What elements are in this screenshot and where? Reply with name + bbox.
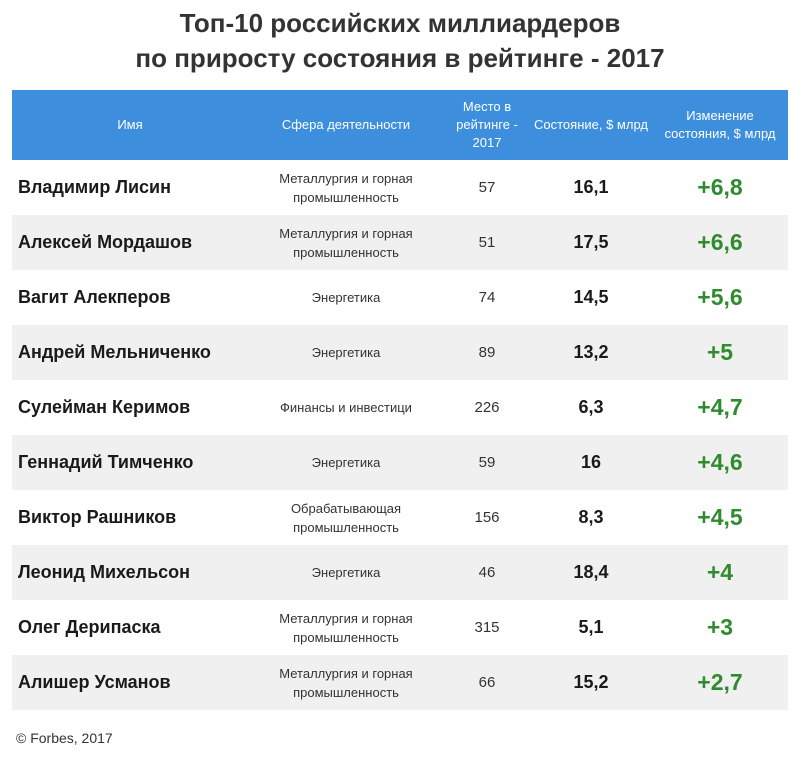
cell-change: +2,7 xyxy=(652,655,788,710)
cell-sector: Энергетика xyxy=(248,325,444,380)
cell-rank: 59 xyxy=(444,435,530,490)
cell-sector: Энергетика xyxy=(248,270,444,325)
column-header-rank: Место в рейтинге - 2017 xyxy=(444,90,530,160)
chart-title: Топ-10 российских миллиардеров по прирос… xyxy=(0,6,800,76)
cell-change: +4,5 xyxy=(652,490,788,545)
header-row: Имя Сфера деятельности Место в рейтинге … xyxy=(12,90,788,160)
table-row: Вагит Алекперов Энергетика 74 14,5 +5,6 xyxy=(12,270,788,325)
cell-change: +4,6 xyxy=(652,435,788,490)
cell-rank: 51 xyxy=(444,215,530,270)
column-header-sector: Сфера деятельности xyxy=(248,90,444,160)
source-credit: © Forbes, 2017 xyxy=(16,730,113,746)
cell-name: Виктор Рашников xyxy=(12,490,248,545)
table-row: Андрей Мельниченко Энергетика 89 13,2 +5 xyxy=(12,325,788,380)
table-row: Олег Дерипаска Металлургия и горная промы… xyxy=(12,600,788,655)
cell-rank: 46 xyxy=(444,545,530,600)
cell-worth: 17,5 xyxy=(530,215,652,270)
cell-name: Сулейман Керимов xyxy=(12,380,248,435)
cell-change: +6,6 xyxy=(652,215,788,270)
cell-worth: 16,1 xyxy=(530,160,652,215)
cell-worth: 16 xyxy=(530,435,652,490)
cell-sector: Металлургия и горная промышленность xyxy=(248,160,444,215)
cell-name: Алексей Мордашов xyxy=(12,215,248,270)
table-row: Алексей Мордашов Металлургия и горная про… xyxy=(12,215,788,270)
cell-sector: Энергетика xyxy=(248,435,444,490)
cell-sector: Обрабатывающая промышленность xyxy=(248,490,444,545)
cell-sector: Металлургия и горная промышленность xyxy=(248,655,444,710)
cell-name: Леонид Михельсон xyxy=(12,545,248,600)
cell-sector: Финансы и инвестици xyxy=(248,380,444,435)
column-header-name: Имя xyxy=(12,90,248,160)
cell-change: +5 xyxy=(652,325,788,380)
table-body: Владимир Лисин Металлургия и горная промы… xyxy=(12,160,788,710)
table-header: Имя Сфера деятельности Место в рейтинге … xyxy=(12,90,788,160)
cell-worth: 6,3 xyxy=(530,380,652,435)
cell-rank: 226 xyxy=(444,380,530,435)
table-row: Сулейман Керимов Финансы и инвестици 226 6,… xyxy=(12,380,788,435)
cell-rank: 66 xyxy=(444,655,530,710)
chart-title-line-2: по приросту состояния в рейтинге - 2017 xyxy=(135,43,665,73)
cell-rank: 89 xyxy=(444,325,530,380)
cell-worth: 14,5 xyxy=(530,270,652,325)
cell-sector: Металлургия и горная промышленность xyxy=(248,600,444,655)
cell-name: Олег Дерипаска xyxy=(12,600,248,655)
table-row: Алишер Усманов Металлургия и горная промы… xyxy=(12,655,788,710)
cell-name: Андрей Мельниченко xyxy=(12,325,248,380)
cell-change: +5,6 xyxy=(652,270,788,325)
cell-name: Геннадий Тимченко xyxy=(12,435,248,490)
table-row: Геннадий Тимченко Энергетика 59 16 +4,6 xyxy=(12,435,788,490)
cell-name: Алишер Усманов xyxy=(12,655,248,710)
cell-rank: 74 xyxy=(444,270,530,325)
cell-worth: 8,3 xyxy=(530,490,652,545)
column-header-change: Изменение состояния, $ млрд xyxy=(652,90,788,160)
cell-name: Вагит Алекперов xyxy=(12,270,248,325)
cell-name: Владимир Лисин xyxy=(12,160,248,215)
table-row: Леонид Михельсон Энергетика 46 18,4 +4 xyxy=(12,545,788,600)
billionaires-table: Имя Сфера деятельности Место в рейтинге … xyxy=(12,90,788,710)
cell-worth: 18,4 xyxy=(530,545,652,600)
cell-worth: 13,2 xyxy=(530,325,652,380)
cell-worth: 15,2 xyxy=(530,655,652,710)
chart-title-line-1: Топ-10 российских миллиардеров xyxy=(179,8,621,38)
cell-rank: 57 xyxy=(444,160,530,215)
table-row: Виктор Рашников Обрабатывающая промышленн… xyxy=(12,490,788,545)
table-row: Владимир Лисин Металлургия и горная промы… xyxy=(12,160,788,215)
cell-rank: 315 xyxy=(444,600,530,655)
cell-change: +6,8 xyxy=(652,160,788,215)
cell-sector: Энергетика xyxy=(248,545,444,600)
cell-rank: 156 xyxy=(444,490,530,545)
cell-change: +4,7 xyxy=(652,380,788,435)
cell-change: +3 xyxy=(652,600,788,655)
column-header-worth: Состояние, $ млрд xyxy=(530,90,652,160)
cell-worth: 5,1 xyxy=(530,600,652,655)
cell-sector: Металлургия и горная промышленность xyxy=(248,215,444,270)
cell-change: +4 xyxy=(652,545,788,600)
